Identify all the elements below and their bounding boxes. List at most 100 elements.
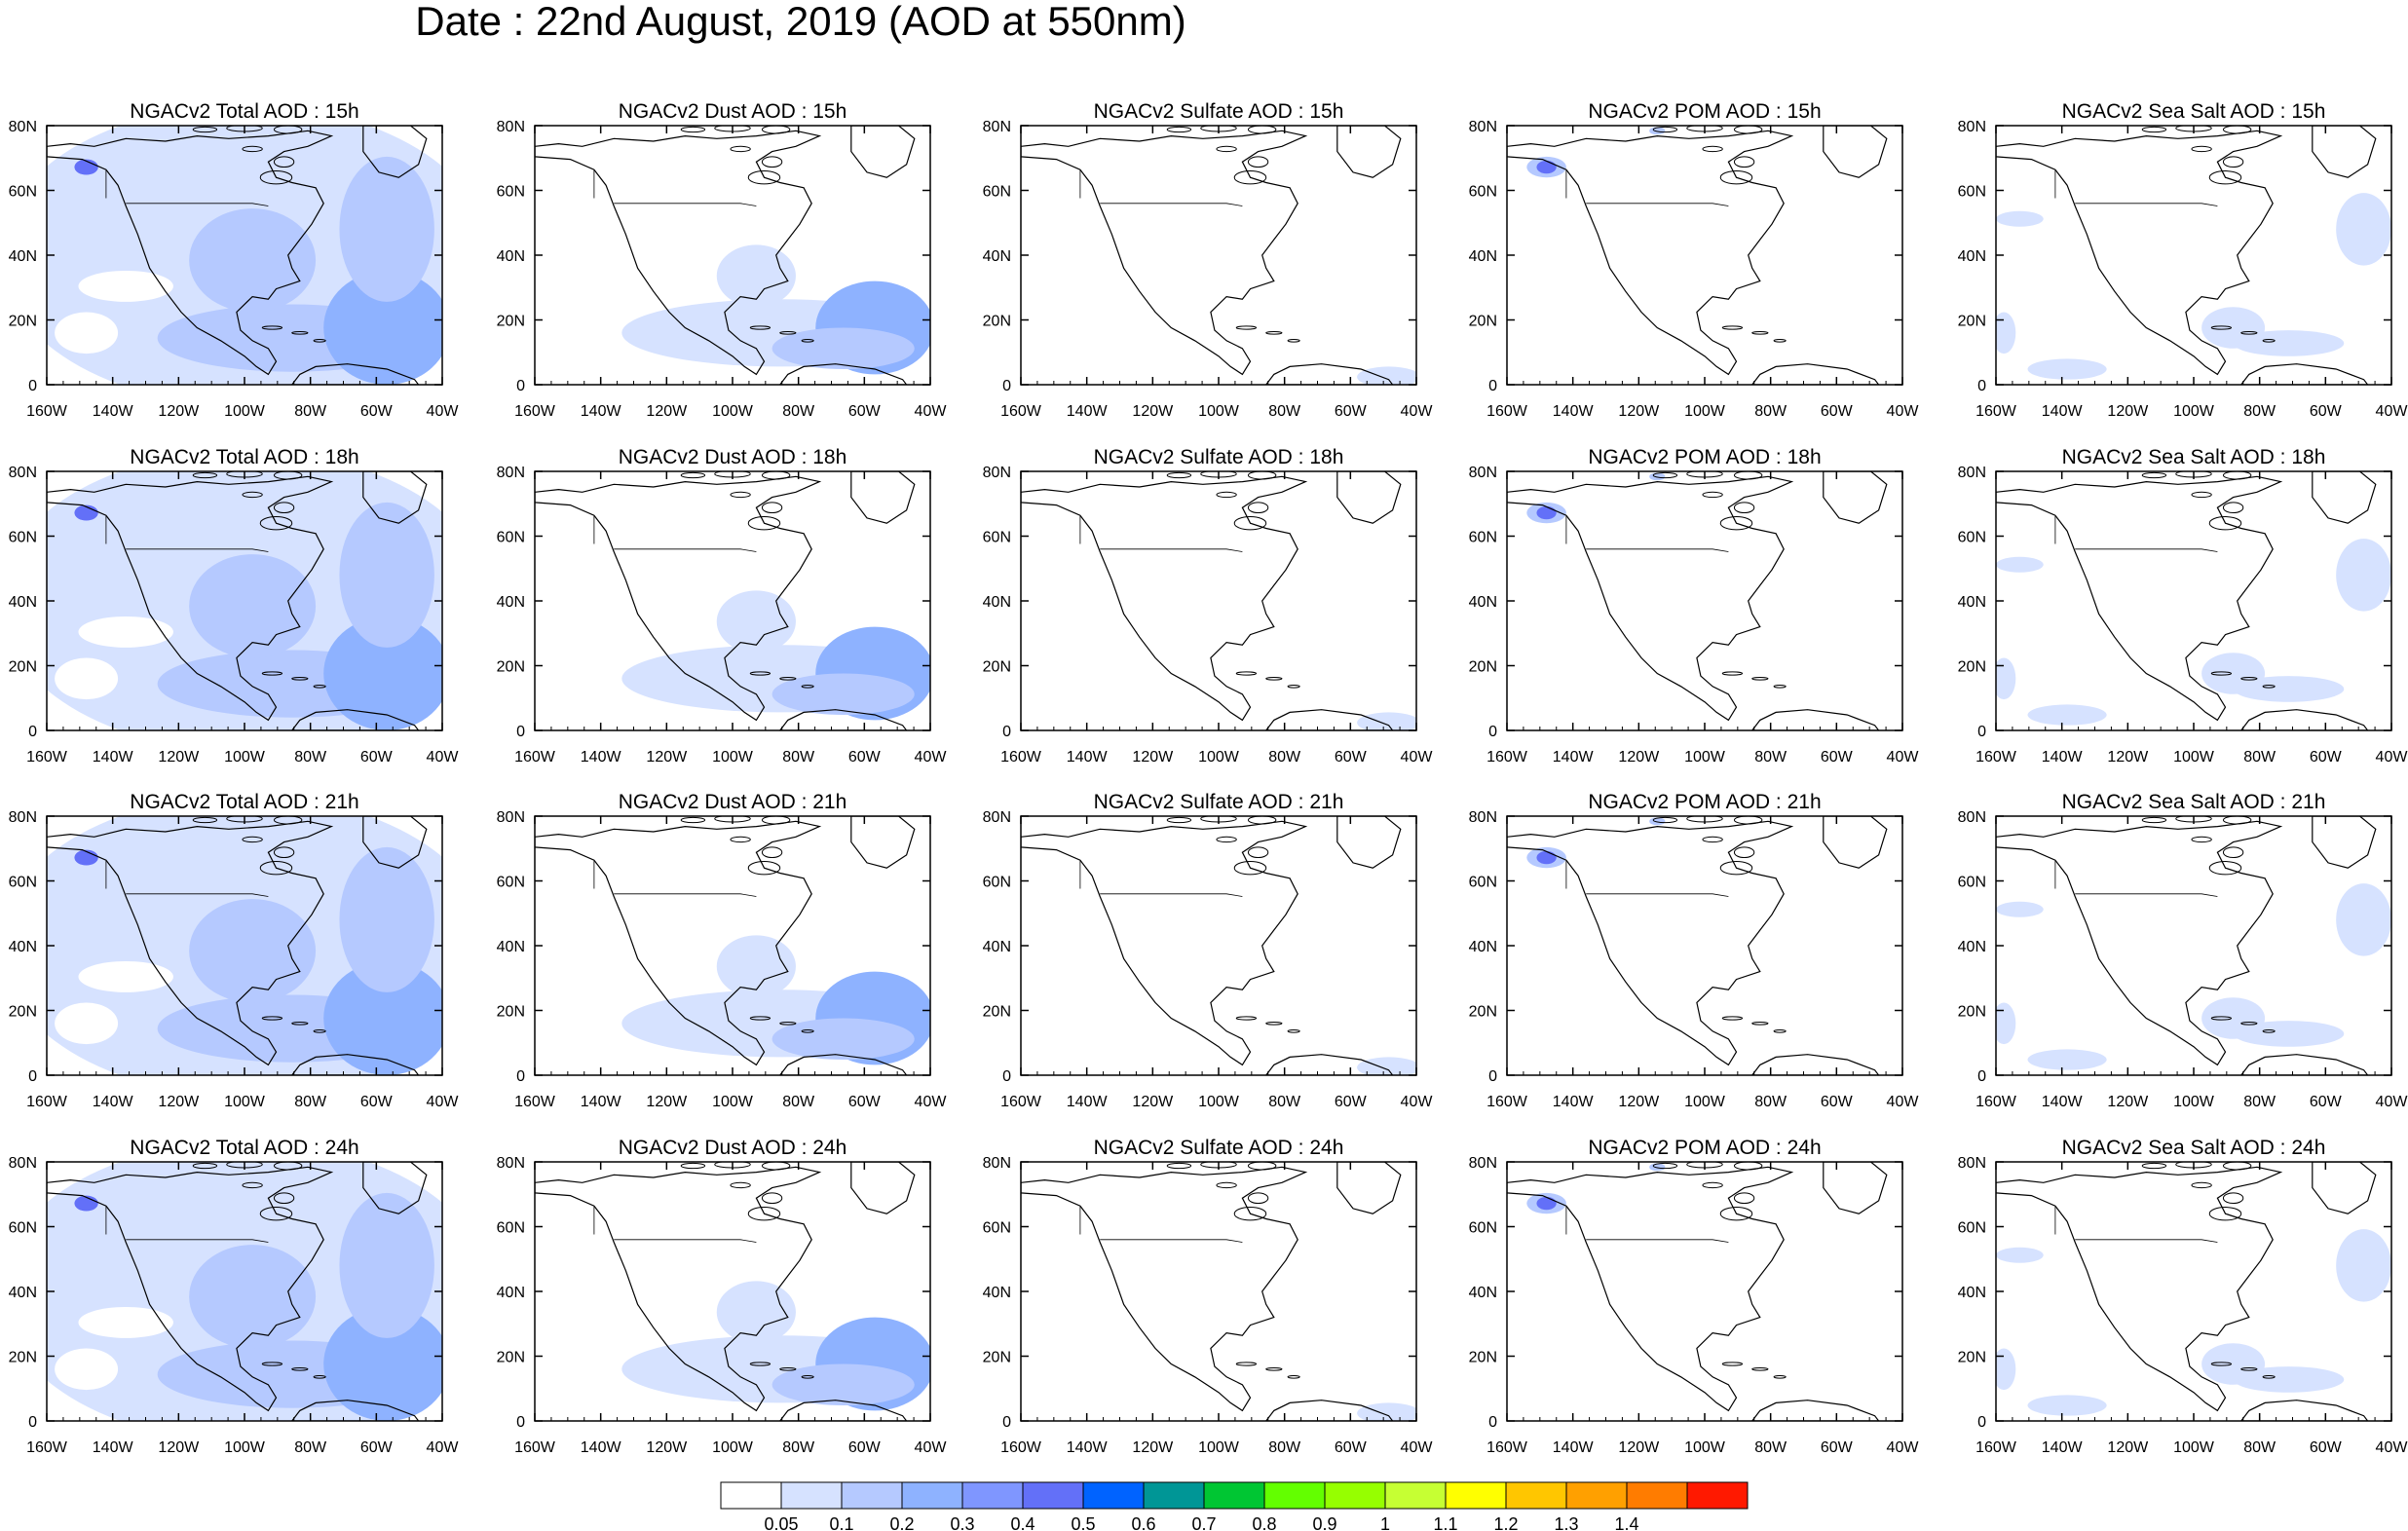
- y-tick-label: 80N: [9, 465, 37, 481]
- coastline: [1702, 1181, 1723, 1189]
- panel-title: NGACv2 POM AOD : 24h: [1588, 1137, 1821, 1159]
- coastline: [1233, 170, 1267, 185]
- x-tick-label: 140W: [1067, 403, 1109, 420]
- x-tick-label: 120W: [2107, 749, 2149, 766]
- colorbar-swatch: [841, 1481, 903, 1510]
- coastline: [1166, 1162, 1192, 1170]
- colorbar-label: 0.4: [1010, 1514, 1035, 1531]
- coastline: [1247, 1162, 1277, 1171]
- colorbar-label: 0.3: [950, 1514, 974, 1531]
- coastline: [1733, 1192, 1755, 1205]
- y-tick-label: 60N: [1469, 1220, 1497, 1237]
- coastline: [2222, 816, 2252, 825]
- x-tick-label: 100W: [1198, 1094, 1240, 1110]
- y-tick-label: 80N: [1469, 119, 1497, 135]
- coastline: [1264, 363, 1394, 385]
- border-line: [126, 548, 269, 552]
- y-tick-label: 0: [516, 724, 525, 740]
- x-tick-label: 60W: [1821, 749, 1854, 766]
- x-tick-label: 140W: [93, 749, 134, 766]
- aod-shading: [323, 616, 442, 730]
- coastline: [261, 1016, 283, 1021]
- coastline: [2312, 126, 2377, 178]
- coastline: [680, 816, 706, 824]
- colorbar-swatch: [1324, 1481, 1386, 1510]
- aod-shading: [2233, 330, 2345, 356]
- coastline: [1823, 471, 1888, 524]
- border-line: [1100, 893, 1243, 897]
- aod-shading: [2336, 1229, 2391, 1302]
- coastline: [1719, 516, 1753, 531]
- y-tick-label: 60N: [1958, 875, 1986, 891]
- aod-shading: [2233, 1021, 2345, 1047]
- x-tick-label: 100W: [1198, 1439, 1240, 1456]
- coastline: [1233, 1207, 1267, 1221]
- aod-shading: [1357, 1057, 1416, 1075]
- coastline: [2222, 502, 2244, 514]
- x-tick-label: 160W: [514, 1439, 556, 1456]
- x-tick-label: 40W: [1887, 1439, 1920, 1456]
- x-tick-label: 140W: [2042, 749, 2084, 766]
- coastline: [1216, 1181, 1237, 1189]
- x-tick-label: 40W: [2376, 1094, 2408, 1110]
- map-panel: NGACv2 Dust AOD : 18h 160W 140W 120W 100W 80W…: [497, 446, 948, 766]
- coastline: [1773, 1374, 1787, 1379]
- aod-shading: [1649, 817, 1666, 826]
- coastline: [2191, 145, 2212, 153]
- colorbar-label: 1.3: [1554, 1514, 1578, 1531]
- x-tick-label: 40W: [427, 1094, 460, 1110]
- x-tick-label: 140W: [581, 403, 622, 420]
- x-tick-label: 100W: [224, 1094, 266, 1110]
- coastline: [1336, 471, 1402, 524]
- coastline: [2210, 325, 2233, 330]
- coastline: [273, 816, 303, 825]
- y-tick-label: 40N: [1958, 939, 1986, 955]
- aod-shading: [55, 312, 119, 355]
- x-tick-label: 140W: [1067, 749, 1109, 766]
- coastline: [1733, 156, 1755, 168]
- x-tick-label: 60W: [1335, 1439, 1368, 1456]
- map-panel: NGACv2 Total AOD : 21h 160W 140W 120W 100W 80…: [9, 791, 460, 1110]
- aod-shading: [1536, 160, 1557, 174]
- coastline: [2262, 1028, 2276, 1033]
- coastline: [2312, 816, 2377, 869]
- y-tick-label: 0: [28, 1414, 37, 1431]
- coastline: [2312, 471, 2377, 524]
- aod-shading: [78, 270, 173, 302]
- aod-shading: [2233, 1366, 2345, 1393]
- x-tick-label: 120W: [646, 749, 688, 766]
- coastline: [1751, 330, 1769, 335]
- coastline: [1750, 1400, 1880, 1421]
- coastline: [2208, 1207, 2242, 1221]
- coastline: [1247, 816, 1277, 825]
- y-tick-label: 60N: [1958, 530, 1986, 546]
- map-area: [1507, 471, 1902, 730]
- coastline: [680, 471, 706, 479]
- y-tick-label: 60N: [1469, 184, 1497, 201]
- coastline: [1216, 836, 1237, 843]
- map-area: [1021, 816, 1416, 1075]
- coastline: [1507, 475, 1794, 722]
- y-tick-label: 60N: [497, 875, 525, 891]
- border-line: [2075, 203, 2218, 206]
- map-area: [1021, 1162, 1416, 1421]
- coastline: [747, 170, 781, 185]
- coastline: [2222, 846, 2244, 859]
- coastline: [290, 709, 420, 730]
- coastline: [680, 126, 706, 133]
- map-panel: NGACv2 Dust AOD : 15h 160W 140W 120W 100W 80W…: [497, 100, 948, 420]
- colorbar-swatch: [720, 1481, 782, 1510]
- coastline: [192, 816, 218, 824]
- coastline: [680, 1162, 706, 1170]
- coastline: [1247, 156, 1269, 168]
- x-tick-label: 60W: [1335, 1094, 1368, 1110]
- y-tick-label: 80N: [497, 809, 525, 826]
- x-tick-label: 100W: [712, 403, 754, 420]
- colorbar-swatch: [1445, 1481, 1507, 1510]
- x-tick-label: 120W: [2107, 1439, 2149, 1456]
- aod-shading: [771, 327, 915, 370]
- coastline: [1652, 1162, 1678, 1170]
- x-tick-label: 120W: [158, 749, 200, 766]
- coastline: [313, 684, 326, 689]
- border-line: [614, 548, 757, 552]
